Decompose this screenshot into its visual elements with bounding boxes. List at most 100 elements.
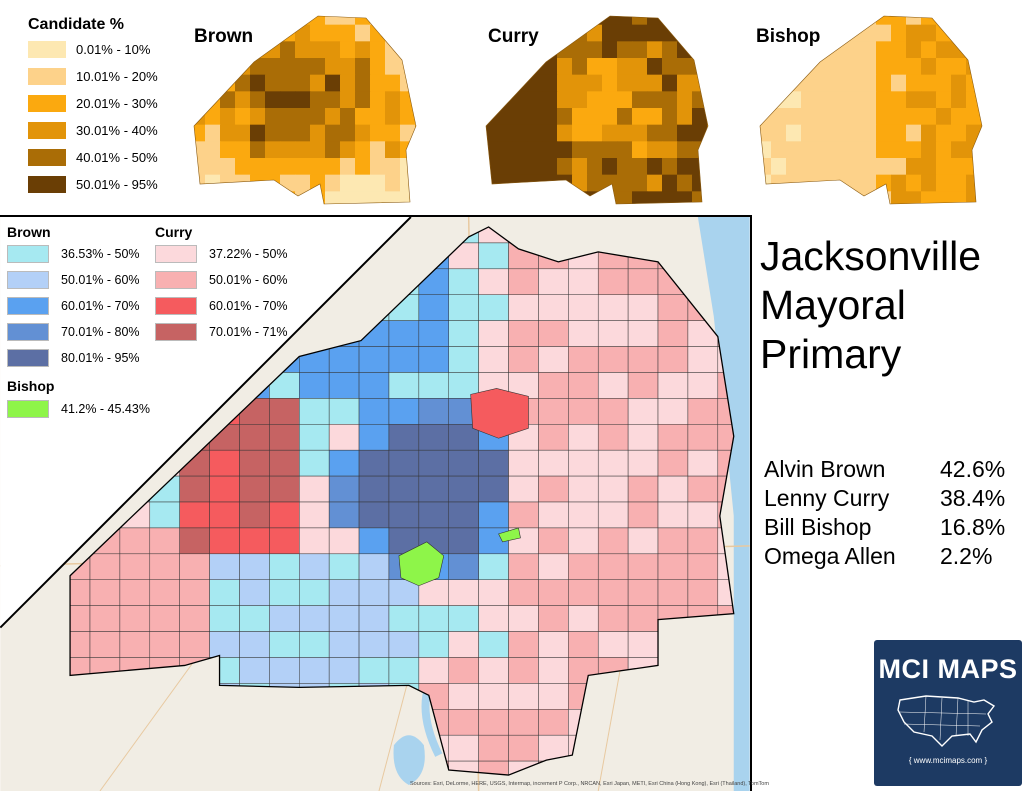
precinct[interactable] [687,424,719,451]
precinct[interactable] [568,605,599,632]
precinct[interactable] [358,475,390,503]
precinct[interactable] [597,631,629,658]
precinct[interactable] [568,372,599,399]
precinct[interactable] [89,579,121,606]
precinct[interactable] [478,449,509,477]
precinct[interactable] [538,424,569,451]
precinct[interactable] [358,501,390,529]
precinct[interactable] [538,398,569,425]
precinct[interactable] [627,268,659,295]
precinct[interactable] [478,320,509,347]
precinct[interactable] [328,553,360,580]
precinct[interactable] [299,501,330,529]
precinct[interactable] [299,579,330,606]
precinct[interactable] [269,605,300,632]
precinct[interactable] [328,424,360,451]
precinct[interactable] [538,709,569,736]
precinct[interactable] [388,657,420,684]
precinct[interactable] [687,449,719,477]
precinct[interactable] [448,709,479,736]
precinct[interactable] [179,527,210,555]
precinct[interactable] [597,398,629,425]
precinct[interactable] [328,657,360,684]
precinct[interactable] [478,268,509,295]
precinct[interactable] [508,605,539,632]
precinct[interactable] [119,579,151,606]
precinct[interactable] [299,527,330,555]
precinct[interactable] [478,501,509,529]
precinct[interactable] [328,605,360,632]
precinct[interactable] [328,579,360,606]
precinct[interactable] [388,631,420,658]
precinct[interactable] [478,346,509,373]
precinct[interactable] [269,631,300,658]
precinct[interactable] [597,424,629,451]
precinct[interactable] [299,475,330,503]
precinct[interactable] [388,605,420,632]
precinct[interactable] [448,268,479,295]
precinct[interactable] [538,683,569,710]
precinct[interactable] [478,579,509,606]
precinct[interactable] [478,631,509,658]
precinct[interactable] [418,475,449,503]
precinct[interactable] [239,449,270,477]
precinct[interactable] [299,372,330,399]
precinct[interactable] [358,527,390,555]
precinct[interactable] [418,346,449,373]
precinct[interactable] [687,501,719,529]
precinct[interactable] [657,424,689,451]
precinct[interactable] [597,294,629,321]
precinct[interactable] [239,424,270,451]
precinct[interactable] [538,449,569,477]
mci-maps-logo[interactable]: MCI MAPS { www.mcimaps.com } [874,640,1022,786]
precinct[interactable] [239,527,270,555]
precinct[interactable] [568,631,599,658]
precinct[interactable] [149,553,180,580]
precinct[interactable] [239,579,270,606]
precinct[interactable] [179,501,210,529]
precinct[interactable] [299,449,330,477]
precinct[interactable] [119,527,151,555]
precinct[interactable] [657,346,689,373]
precinct[interactable] [538,501,569,529]
precinct[interactable] [657,527,689,555]
precinct[interactable] [388,398,420,425]
precinct[interactable] [179,605,210,632]
precinct[interactable] [418,605,449,632]
precinct[interactable] [627,449,659,477]
precinct[interactable] [508,320,539,347]
precinct[interactable] [448,553,479,580]
precinct[interactable] [388,346,420,373]
precinct[interactable] [209,527,240,555]
precinct[interactable] [478,657,509,684]
precinct[interactable] [568,501,599,529]
precinct[interactable] [328,372,360,399]
precinct[interactable] [597,320,629,347]
precinct[interactable] [358,372,390,399]
precinct[interactable] [299,631,330,658]
precinct[interactable] [209,605,240,632]
precinct[interactable] [299,657,330,684]
precinct[interactable] [508,449,539,477]
precinct[interactable] [448,501,479,529]
precinct[interactable] [299,553,330,580]
precinct[interactable] [657,553,689,580]
precinct[interactable] [627,398,659,425]
precinct[interactable] [687,475,719,503]
precinct[interactable] [448,475,479,503]
precinct[interactable] [568,475,599,503]
precinct[interactable] [508,579,539,606]
precinct[interactable] [627,424,659,451]
precinct[interactable] [687,553,719,580]
precinct[interactable] [119,605,151,632]
precinct[interactable] [448,657,479,684]
precinct[interactable] [568,346,599,373]
precinct[interactable] [358,449,390,477]
precinct[interactable] [179,631,210,658]
precinct[interactable] [448,449,479,477]
precinct[interactable] [328,449,360,477]
precinct[interactable] [687,398,719,425]
precinct[interactable] [418,320,449,347]
precinct[interactable] [508,734,539,762]
precinct[interactable] [388,372,420,399]
